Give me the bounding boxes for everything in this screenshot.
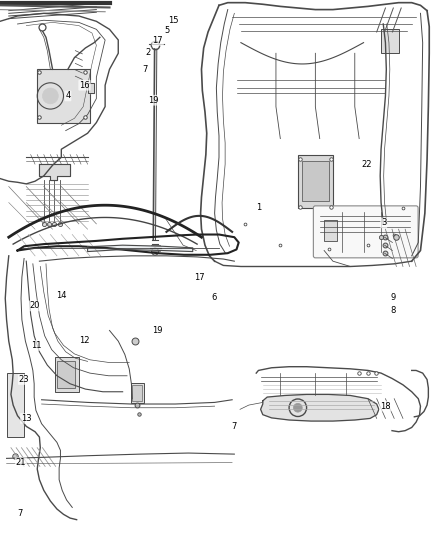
Text: 7: 7: [17, 509, 22, 518]
Text: 5: 5: [165, 27, 170, 35]
Bar: [132, 385, 142, 401]
Text: 6: 6: [211, 293, 216, 302]
Bar: [57, 361, 75, 388]
Bar: [7, 373, 24, 437]
Bar: [37, 69, 90, 123]
Circle shape: [293, 403, 302, 412]
Text: 19: 19: [148, 96, 159, 104]
Text: 13: 13: [21, 414, 32, 423]
Text: 14: 14: [56, 291, 67, 300]
Text: 12: 12: [79, 336, 90, 344]
Text: 20: 20: [29, 302, 39, 310]
Text: 16: 16: [79, 81, 90, 90]
Text: 1: 1: [256, 204, 261, 212]
Text: 19: 19: [152, 326, 163, 335]
Text: 8: 8: [390, 306, 396, 314]
FancyBboxPatch shape: [313, 206, 418, 258]
Text: 21: 21: [16, 458, 26, 467]
Bar: [302, 161, 328, 201]
Bar: [324, 220, 337, 241]
Text: 17: 17: [152, 36, 163, 45]
Bar: [131, 383, 144, 403]
Polygon shape: [88, 83, 94, 93]
Circle shape: [42, 88, 58, 104]
Text: 17: 17: [194, 273, 205, 281]
Text: 11: 11: [31, 341, 41, 350]
Text: 2: 2: [145, 48, 151, 56]
Polygon shape: [39, 164, 70, 180]
Text: 22: 22: [362, 160, 372, 168]
Bar: [381, 29, 399, 53]
Polygon shape: [261, 394, 379, 421]
Text: 4: 4: [65, 92, 71, 100]
Text: 7: 7: [142, 65, 147, 74]
Text: 18: 18: [380, 402, 391, 410]
Text: 23: 23: [19, 375, 29, 384]
Bar: [298, 155, 333, 208]
Text: 15: 15: [168, 16, 178, 25]
Text: 9: 9: [391, 293, 396, 302]
Text: 3: 3: [381, 219, 386, 227]
Bar: [55, 357, 79, 392]
Text: 7: 7: [232, 422, 237, 431]
Polygon shape: [88, 245, 193, 252]
